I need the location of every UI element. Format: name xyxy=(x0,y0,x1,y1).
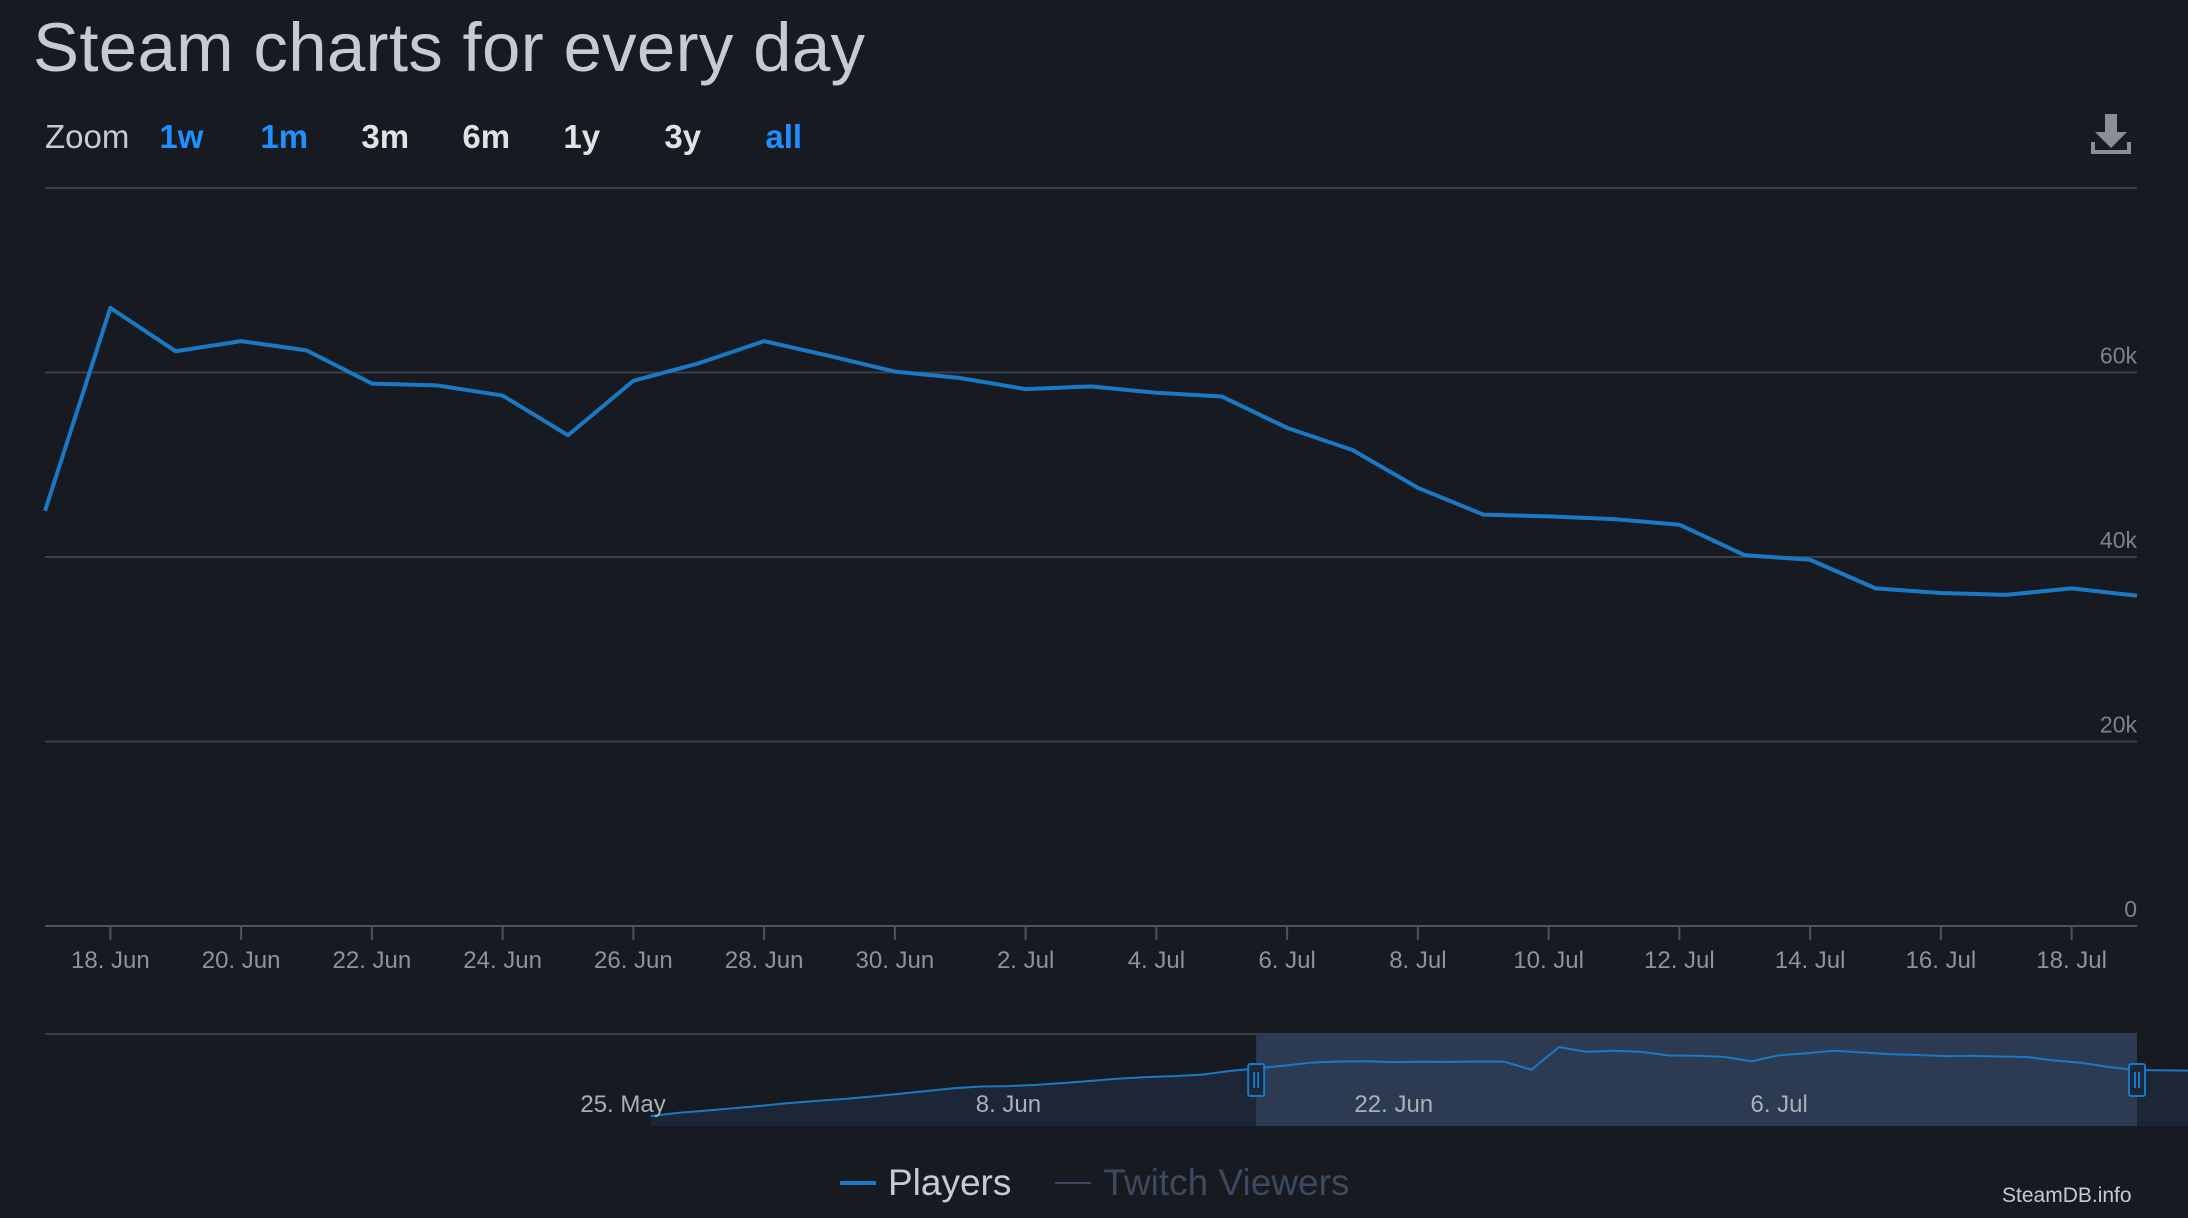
x-tick-label: 12. Jul xyxy=(1644,947,1715,974)
navigator-tick-label: 22. Jun xyxy=(1354,1091,1433,1118)
x-tick-label: 6. Jul xyxy=(1258,947,1315,974)
x-tick-label: 20. Jun xyxy=(202,947,281,974)
navigator-line xyxy=(650,1046,2188,1117)
zoom-button-1y[interactable]: 1y xyxy=(563,118,601,155)
navigator-handle-left[interactable] xyxy=(1247,1063,1266,1097)
zoom-button-1m[interactable]: 1m xyxy=(260,118,309,155)
x-axis: 18. Jun 20. Jun 22. Jun 24. Jun 26. Jun 28. J… xyxy=(71,926,2107,974)
zoom-button-all[interactable]: all xyxy=(765,118,803,155)
x-tick-label: 18. Jun xyxy=(71,947,150,974)
navigator-tick-label: 8. Jun xyxy=(976,1091,1041,1118)
navigator-handle-right[interactable] xyxy=(2128,1063,2146,1097)
x-tick-label: 28. Jun xyxy=(725,947,804,974)
legend-swatch-twitch-viewers xyxy=(1055,1182,1092,1184)
x-tick-label: 14. Jul xyxy=(1775,947,1846,974)
x-tick-label: 18. Jul xyxy=(2036,947,2107,974)
navigator: 25. May 8. Jun 22. Jun 6. Jul xyxy=(45,1033,2188,1126)
x-tick-label: 24. Jun xyxy=(463,947,542,974)
navigator-selection xyxy=(1256,1034,2137,1126)
x-tick-label: 22. Jun xyxy=(333,947,412,974)
y-tick-label: 60k xyxy=(2100,343,2138,369)
x-tick-label: 16. Jul xyxy=(1906,947,1977,974)
x-tick-label: 26. Jun xyxy=(594,947,673,974)
x-tick-label: 30. Jun xyxy=(856,947,935,974)
legend-item-players[interactable]: Players xyxy=(840,1162,1011,1204)
zoom-label: Zoom xyxy=(45,118,130,155)
legend-item-twitch-viewers[interactable]: Twitch Viewers xyxy=(1055,1162,1349,1204)
y-tick-label: 0 xyxy=(2124,896,2137,922)
credit-link[interactable]: SteamDB.info xyxy=(2002,1184,2132,1207)
y-axis-labels: 0 20k 40k 60k xyxy=(2100,343,2138,923)
x-tick-label: 8. Jul xyxy=(1389,947,1446,974)
x-tick-label: 4. Jul xyxy=(1128,947,1185,974)
y-tick-label: 20k xyxy=(2100,712,2138,738)
zoom-button-6m[interactable]: 6m xyxy=(462,118,511,155)
legend-label-players: Players xyxy=(888,1162,1012,1203)
zoom-button-1w[interactable]: 1w xyxy=(159,118,204,155)
series-line-players xyxy=(43,305,2138,598)
x-tick-label: 10. Jul xyxy=(1513,947,1584,974)
download-button[interactable] xyxy=(2088,112,2134,162)
page-title: Steam charts for every day xyxy=(33,9,866,86)
handle-body xyxy=(1247,1063,1266,1097)
zoom-button-3m[interactable]: 3m xyxy=(361,118,410,155)
legend: Players Twitch Viewers xyxy=(840,1158,1393,1208)
series-layer xyxy=(43,305,2138,598)
legend-swatch-players xyxy=(840,1181,876,1185)
legend-label-twitch-viewers: Twitch Viewers xyxy=(1103,1162,1350,1203)
download-icon xyxy=(2091,114,2131,154)
navigator-tick-label: 6. Jul xyxy=(1750,1091,1807,1118)
zoom-button-3y[interactable]: 3y xyxy=(664,118,702,155)
y-tick-label: 40k xyxy=(2100,527,2138,553)
zoom-controls: Zoom 1w 1m 3m 6m 1y 3y all xyxy=(45,112,866,162)
x-tick-label: 2. Jul xyxy=(997,947,1054,974)
handle-body xyxy=(2128,1063,2146,1097)
grid-lines xyxy=(45,187,2137,927)
navigator-tick-label: 25. May xyxy=(580,1091,665,1118)
